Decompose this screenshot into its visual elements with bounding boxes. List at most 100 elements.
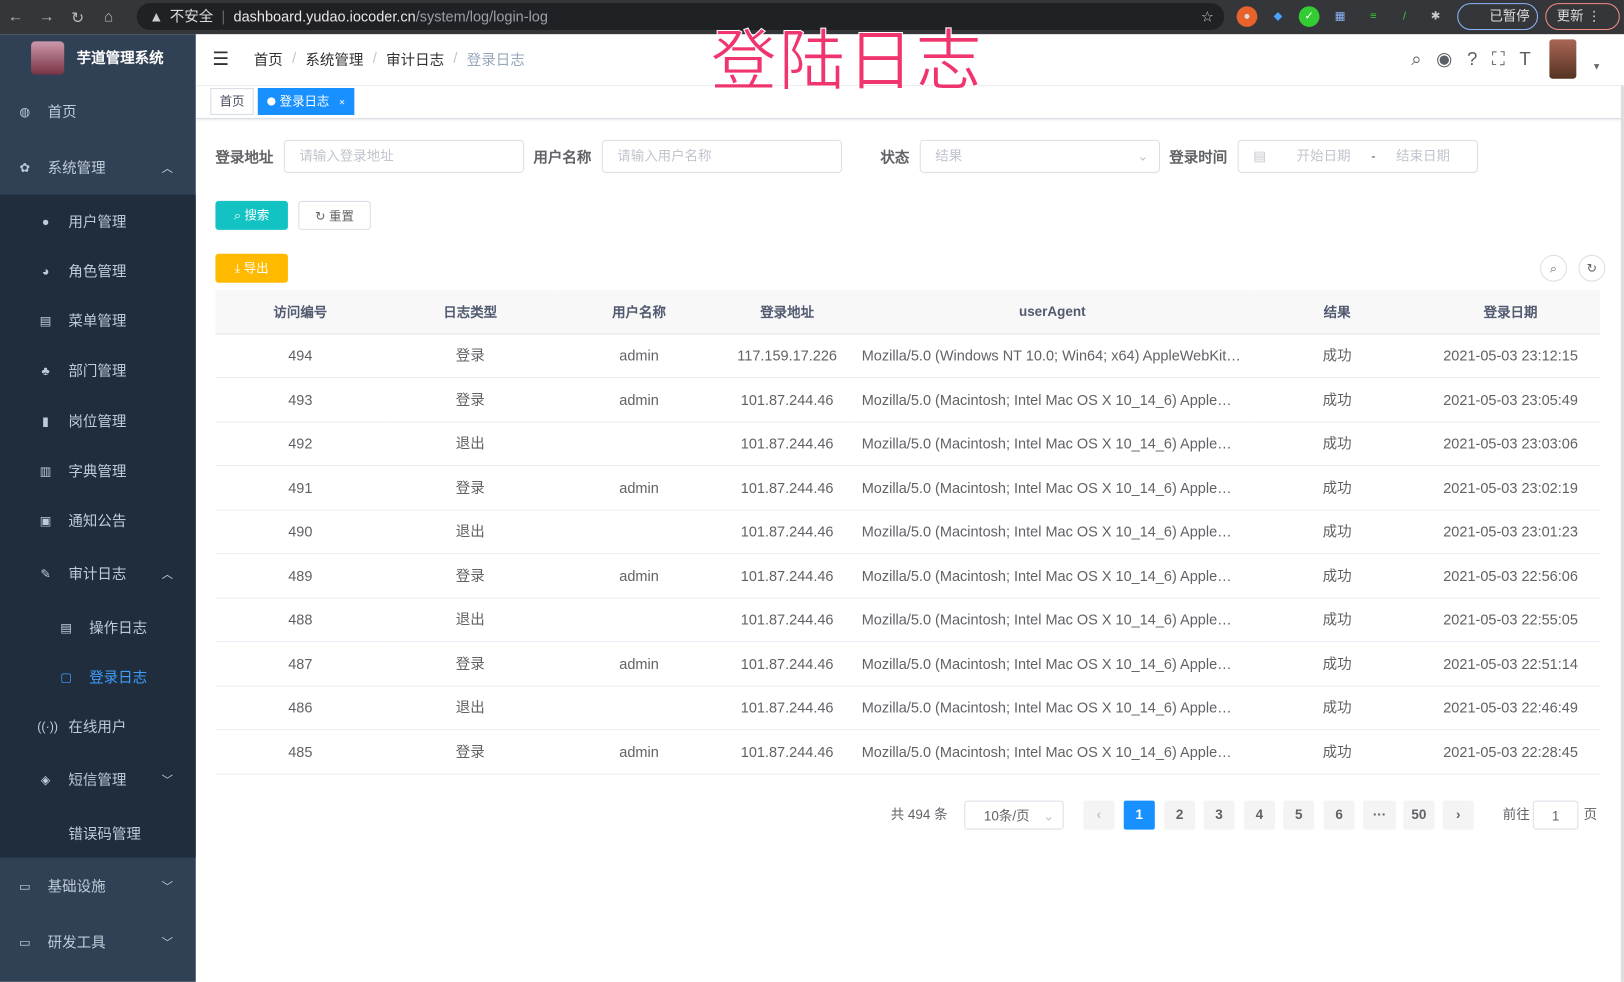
page-button[interactable]: 1 [1123,800,1155,830]
tag-home[interactable]: 首页 [210,88,254,115]
sidebar-item[interactable]: ▮ 岗位管理 [0,396,196,448]
page-size-select[interactable]: 10条/页 ⌄ [964,800,1064,830]
table-row[interactable]: 489 登录 admin 101.87.244.46 Mozilla/5.0 (Maci… [215,553,1601,599]
page-button[interactable]: 4 [1243,800,1275,830]
column-header: 访问编号 [215,289,386,335]
table-row[interactable]: 486 退出 101.87.244.46 Mozilla/5.0 (Macintosh… [215,685,1601,731]
puzzle-icon[interactable]: ✱ [1430,10,1441,23]
login-address-input[interactable]: 请输入登录地址 [283,139,525,173]
goto-page-input[interactable]: 1 [1532,800,1579,830]
monitor-icon: ▭ [18,879,31,894]
fullscreen-icon[interactable]: ⛶ [1491,48,1505,70]
column-header: 登录日期 [1420,289,1601,335]
page-button[interactable]: 6 [1323,800,1355,830]
table-row[interactable]: 488 退出 101.87.244.46 Mozilla/5.0 (Macintosh… [215,597,1601,643]
sidebar-item[interactable]: ● 用户管理 [0,196,196,248]
update-button[interactable]: 更新 ⋮ [1545,3,1620,31]
sidebar-item[interactable]: ◈ 短信管理 ﹀ [0,754,196,806]
date-range-picker[interactable]: ▤ 开始日期 - 结束日期 [1237,139,1478,173]
sidebar-item[interactable]: ▭ 研发工具 ﹀ [0,917,196,969]
breadcrumb-item[interactable]: 系统管理 [305,51,364,68]
github-icon[interactable]: ◉ [1436,48,1453,70]
font-size-icon[interactable]: T [1519,48,1531,70]
page-button[interactable]: 2 [1164,800,1196,830]
close-icon[interactable]: × [339,97,346,109]
table-row[interactable]: 493 登录 admin 101.87.244.46 Mozilla/5.0 (Maci… [215,377,1601,423]
breadcrumb-item[interactable]: 首页 [253,51,283,68]
search-icon[interactable]: ⌕ [1411,48,1422,70]
bookmark-star-icon[interactable]: ☆ [1200,7,1214,25]
sidebar-item[interactable]: ◕ 角色管理 [0,245,196,297]
export-button[interactable]: ⤓ 导出 [215,253,288,283]
home-icon[interactable]: ⌂ [104,8,114,26]
breadcrumb-item[interactable]: 审计日志 [386,51,445,68]
sidebar-item[interactable]: ◍ 首页 [0,86,196,138]
caret-down-icon[interactable]: ▼ [1591,61,1602,72]
table-cell: 登录 [385,729,556,775]
table-row[interactable]: 492 退出 101.87.244.46 Mozilla/5.0 (Macintosh… [215,421,1601,467]
sidebar-item[interactable]: 错误码管理 [0,808,196,860]
extension-icon[interactable]: ≡ [1370,10,1377,23]
hamburger-icon[interactable]: ☰ [212,48,230,70]
refresh-button[interactable]: ↻ [1578,254,1606,282]
address-bar[interactable]: ▲ 不安全 | dashboard.yudao.iocoder.cn/syste… [136,3,1225,31]
table-cell: 登录 [385,553,556,599]
page-button[interactable]: ··· [1362,800,1397,830]
extension-icon[interactable]: ▦ [1334,10,1346,23]
table-cell: 493 [215,377,386,423]
table-cell: 117.159.17.226 [722,333,852,379]
sidebar-item[interactable]: ▣ 通知公告 [0,495,196,547]
profile-button[interactable]: 已暂停 [1457,3,1539,31]
tool-icon: ▭ [18,935,31,950]
table-cell: 成功 [1253,597,1421,643]
download-icon: ⤓ [234,260,244,276]
url-host: dashboard.yudao.iocoder.cn [233,8,416,25]
logo[interactable]: 芋道管理系统 [0,34,196,82]
tag-login-log[interactable]: 登录日志 × [257,88,355,115]
sidebar-item[interactable]: ✎ 审计日志 ︿ [0,548,196,600]
sidebar-item[interactable]: ✿ 系统管理 ︿ [0,142,196,194]
username-input[interactable]: 请输入用户名称 [601,139,843,173]
sidebar-item[interactable]: ((·)) 在线用户 [0,701,196,753]
start-date[interactable]: 开始日期 [1296,148,1351,164]
sidebar-item[interactable]: ▢ 登录日志 [0,651,196,703]
table-cell: 成功 [1253,685,1421,731]
peoples-icon: ◕ [41,264,50,279]
end-date[interactable]: 结束日期 [1396,148,1450,164]
reset-button[interactable]: ↻ 重置 [298,200,371,230]
sidebar-item[interactable]: ▥ 字典管理 [0,445,196,497]
table-row[interactable]: 487 登录 admin 101.87.244.46 Mozilla/5.0 (Maci… [215,641,1601,687]
prev-page-button[interactable]: ‹ [1083,800,1115,830]
search-button[interactable]: ⌕ 搜索 [215,200,288,230]
next-page-button[interactable]: › [1442,800,1474,830]
table-row[interactable]: 491 登录 admin 101.87.244.46 Mozilla/5.0 (Maci… [215,465,1601,511]
page-button[interactable]: 50 [1403,800,1435,830]
sidebar-item[interactable]: ♣ 部门管理 [0,345,196,397]
extension-icon[interactable]: ● [1236,6,1258,27]
sidebar-item[interactable]: ▤ 菜单管理 [0,295,196,347]
table-cell: 490 [215,509,386,555]
table-row[interactable]: 494 登录 admin 117.159.17.226 Mozilla/5.0 (Win… [215,333,1601,379]
login-time-label: 登录时间 [1169,149,1228,166]
sidebar-item[interactable]: ▭ 基础设施 ﹀ [0,861,196,913]
sidebar-item[interactable]: ▤ 操作日志 [0,602,196,654]
forward-icon[interactable]: → [38,8,55,26]
table-row[interactable]: 485 登录 admin 101.87.244.46 Mozilla/5.0 (Maci… [215,729,1601,775]
table-cell: 登录 [385,641,556,687]
page-button[interactable]: 3 [1203,800,1235,830]
back-icon[interactable]: ← [7,8,24,26]
extension-icon[interactable]: ✓ [1298,6,1320,27]
extension-icon[interactable]: ◆ [1273,10,1283,23]
table-row[interactable]: 490 退出 101.87.244.46 Mozilla/5.0 (Macintosh… [215,509,1601,555]
extension-icon[interactable]: / [1402,10,1406,23]
page-button[interactable]: 5 [1283,800,1315,830]
status-select[interactable]: 结果 ⌄ [919,139,1160,173]
question-icon[interactable]: ? [1466,48,1478,70]
table-cell: 101.87.244.46 [722,421,852,467]
avatar[interactable] [1549,39,1577,79]
scrollbar[interactable] [1620,85,1624,982]
toggle-search-button[interactable]: ⌕ [1540,254,1568,282]
table-cell: Mozilla/5.0 (Macintosh; Intel Mac OS X 1… [851,685,1254,731]
reload-icon[interactable]: ↻ [71,8,85,27]
table-cell: 2021-05-03 22:56:06 [1420,553,1601,599]
